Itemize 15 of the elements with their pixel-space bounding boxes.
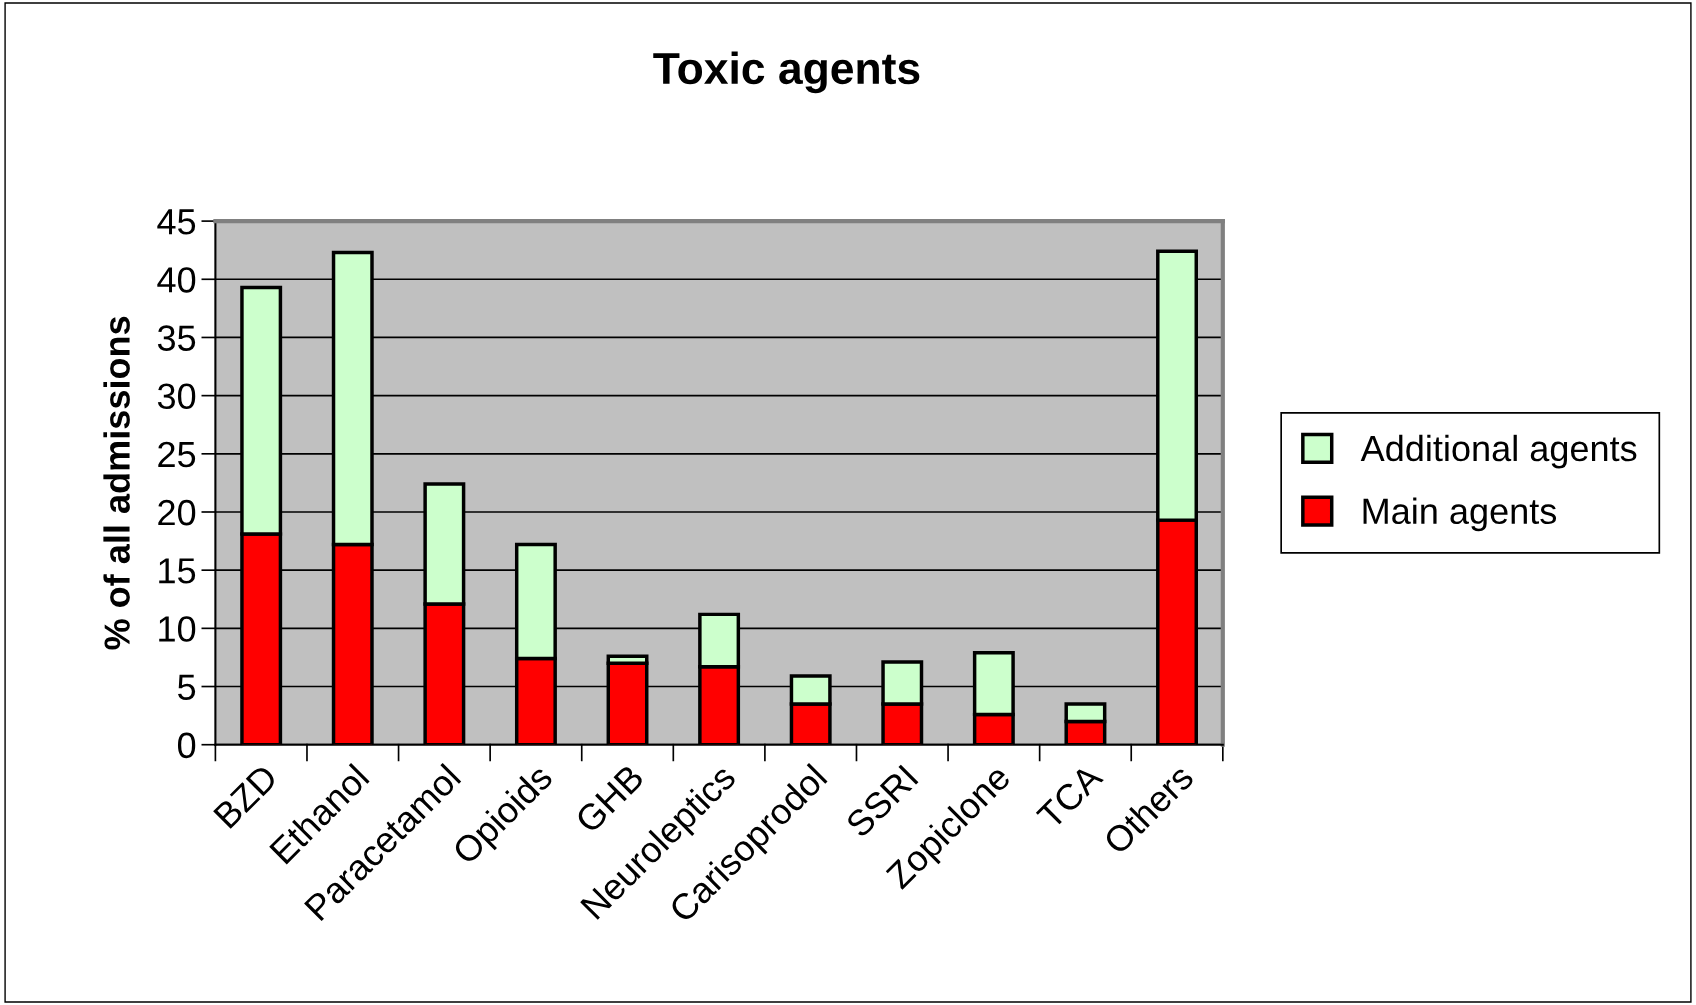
x-tick-label: TCA: [1035, 762, 1105, 831]
y-tick-label: 30: [157, 383, 196, 410]
y-tick-label: 0: [177, 732, 196, 759]
y-tick-label: 25: [158, 441, 196, 468]
y-tick-label: 40: [157, 267, 196, 293]
chart-title: Toxic agents: [653, 51, 920, 94]
y-tick-label: 5: [178, 674, 196, 700]
y-axis-title: % of all admissions: [103, 316, 130, 650]
y-tick-label: 15: [159, 558, 196, 584]
y-tick-label: 45: [157, 209, 196, 235]
y-tick-label: 10: [159, 616, 196, 642]
legend-label: Additional agents: [1360, 434, 1637, 469]
y-tick-label: 20: [158, 499, 196, 526]
y-tick-label: 35: [157, 325, 196, 351]
legend-label: Main agents: [1363, 497, 1557, 532]
